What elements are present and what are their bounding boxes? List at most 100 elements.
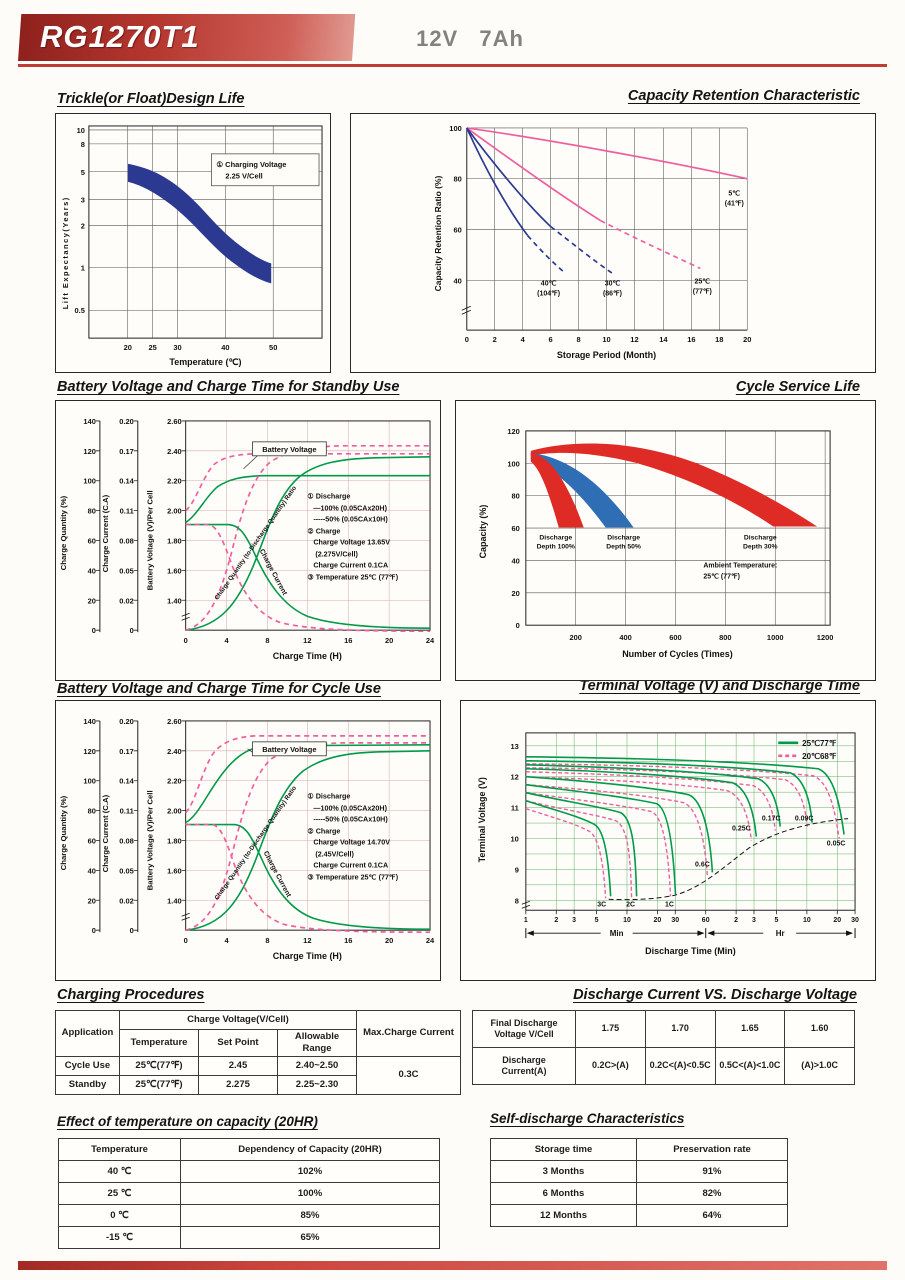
svg-text:5: 5 [774, 917, 778, 924]
charge-current-50-curve [185, 523, 431, 633]
svg-text:20: 20 [88, 596, 96, 605]
standby-quantity-label: Charge Quantity (%) [59, 495, 68, 570]
cp-header-application: Application [55, 1010, 120, 1057]
standby-charge-panel: Battery Voltage Charge Quantity (to-Disc… [55, 400, 441, 681]
svg-text:100: 100 [83, 777, 95, 786]
svg-text:25℃ (77℉): 25℃ (77℉) [703, 572, 740, 580]
section-title-design-life: Trickle(or Float)Design Life [57, 91, 245, 107]
svg-text:1000: 1000 [767, 633, 784, 642]
svg-text:Battery Voltage: Battery Voltage [262, 445, 316, 454]
svg-text:60: 60 [453, 226, 461, 235]
sd-time: 12 Months [490, 1204, 637, 1227]
svg-text:18: 18 [715, 335, 723, 344]
tv-curves-20c [525, 763, 840, 899]
svg-text:80: 80 [88, 807, 96, 816]
tc-header-temperature: Temperature [58, 1138, 181, 1161]
cyclechg-notes: ① Discharge —100% (0.05CAx20H) -----50% … [307, 793, 398, 882]
label-line: Discharge [502, 1054, 546, 1065]
cp-cycle-application: Cycle Use [55, 1055, 120, 1076]
label-line: Current(A) [501, 1066, 547, 1076]
svg-text:3C: 3C [597, 901, 606, 908]
svg-text:Discharge: Discharge [744, 535, 777, 542]
cp-standby-application: Standby [55, 1074, 120, 1095]
cyclechg-voltage-label: Battery Voltage (V)/Per Cell [146, 790, 155, 890]
svg-text:1: 1 [524, 917, 528, 924]
svg-text:0.02: 0.02 [119, 896, 134, 905]
svg-text:20: 20 [124, 343, 132, 352]
tv-legend: 25℃77℉ 20℃68℉ [778, 739, 837, 761]
footer-rule [18, 1261, 887, 1270]
svg-text:12: 12 [630, 335, 638, 344]
retention-y-ticks: 100 80 60 40 [449, 124, 461, 285]
annotation-line-2: 2.25 V/Cell [225, 172, 262, 181]
svg-text:120: 120 [83, 747, 95, 756]
svg-text:0.11: 0.11 [120, 807, 134, 816]
retention-x-label: Storage Period (Month) [557, 350, 656, 360]
cyclechg-quantity-ticks: 140 120 100 80 60 40 20 0 [83, 717, 95, 935]
svg-text:120: 120 [83, 447, 95, 456]
svg-text:1.40: 1.40 [167, 896, 182, 905]
svg-text:0.5: 0.5 [75, 306, 85, 315]
curve-25c-solid [466, 127, 601, 222]
svg-text:③ Temperature 25℃ (77℉): ③ Temperature 25℃ (77℉) [307, 573, 398, 581]
svg-text:1.60: 1.60 [167, 866, 182, 875]
svg-text:4: 4 [224, 636, 229, 645]
svg-text:400: 400 [619, 633, 631, 642]
svg-text:12: 12 [303, 936, 311, 945]
svg-text:20: 20 [385, 936, 393, 945]
svg-text:10: 10 [623, 917, 631, 924]
svg-text:8: 8 [265, 936, 269, 945]
svg-text:20: 20 [743, 335, 751, 344]
svg-text:2.60: 2.60 [167, 417, 182, 426]
svg-text:0.08: 0.08 [119, 536, 134, 545]
design-life-band [127, 163, 272, 284]
dcv-current-3: 0.5C<(A)<1.0C [714, 1047, 786, 1085]
svg-text:600: 600 [669, 633, 681, 642]
battery-voltage-label: Battery Voltage [243, 441, 327, 470]
svg-text:① Discharge: ① Discharge [307, 793, 350, 801]
cp-standby-range: 2.25~2.30 [277, 1074, 357, 1095]
annotation-box [211, 153, 320, 187]
charge-quantity-50-curve [185, 444, 431, 631]
dcv-voltage-1: 1.75 [575, 1010, 646, 1048]
dcv-final-voltage-label: Final Discharge Voltage V/Cell [472, 1010, 576, 1048]
svg-text:2.20: 2.20 [167, 777, 182, 786]
charging-procedures-table: Application Charge Voltage(V/Cell) Max.C… [55, 1010, 461, 1095]
svg-text:2.40: 2.40 [167, 747, 182, 756]
svg-text:24: 24 [426, 636, 435, 645]
svg-text:3: 3 [752, 917, 756, 924]
svg-text:-----50% (0.05CAx10H): -----50% (0.05CAx10H) [313, 816, 388, 824]
cyclechg-current-label: Charge Current (C.A) [101, 794, 110, 872]
curve-30c-dashed [550, 225, 613, 275]
svg-text:0.05: 0.05 [119, 866, 134, 875]
standby-current-ticks: 0.20 0.17 0.14 0.11 0.08 0.05 0.02 0 [119, 417, 134, 635]
cp-header-temperature: Temperature [119, 1029, 199, 1057]
svg-text:16: 16 [344, 936, 352, 945]
svg-text:2.40: 2.40 [167, 447, 182, 456]
section-title-capacity-retention: Capacity Retention Characteristic [627, 88, 860, 104]
svg-text:Charge Voltage 13.65V: Charge Voltage 13.65V [313, 538, 390, 546]
sd-rate: 64% [636, 1204, 788, 1227]
svg-text:(2.275V/Cell): (2.275V/Cell) [315, 550, 358, 558]
svg-text:140: 140 [83, 717, 95, 726]
svg-text:Charge Current 0.1CA: Charge Current 0.1CA [313, 861, 388, 869]
cyclechg-current-ticks: 0.20 0.17 0.14 0.11 0.08 0.05 0.02 0 [119, 717, 134, 935]
section-title-standby-charge: Battery Voltage and Charge Time for Stan… [57, 379, 400, 395]
dcv-voltage-3: 1.65 [714, 1010, 786, 1048]
svg-text:14: 14 [659, 335, 668, 344]
design-life-grid [88, 125, 323, 339]
svg-text:80: 80 [88, 507, 96, 516]
curve-30c-solid [466, 127, 552, 228]
svg-text:40℃: 40℃ [541, 279, 557, 287]
capacity-retention-chart: 40℃ (104℉) 30℃ (86℉) 25℃ (77℉) 5℃ (41℉) … [433, 124, 752, 360]
curve-40c-solid [466, 127, 529, 237]
svg-text:0: 0 [516, 621, 520, 630]
svg-text:Depth 50%: Depth 50% [606, 543, 641, 550]
cp-header-allowable-range: Allowable Range [277, 1029, 357, 1057]
svg-text:0.02: 0.02 [119, 596, 134, 605]
standby-voltage-ticks: 2.60 2.40 2.20 2.00 1.80 1.60 1.40 [167, 417, 182, 605]
svg-text:0: 0 [130, 926, 134, 935]
design-life-panel: ① Charging Voltage 2.25 V/Cell 10 8 5 3 2 1 0.… [55, 113, 331, 373]
cp-header-row-1: Application Charge Voltage(V/Cell) Max.C… [55, 1010, 461, 1057]
